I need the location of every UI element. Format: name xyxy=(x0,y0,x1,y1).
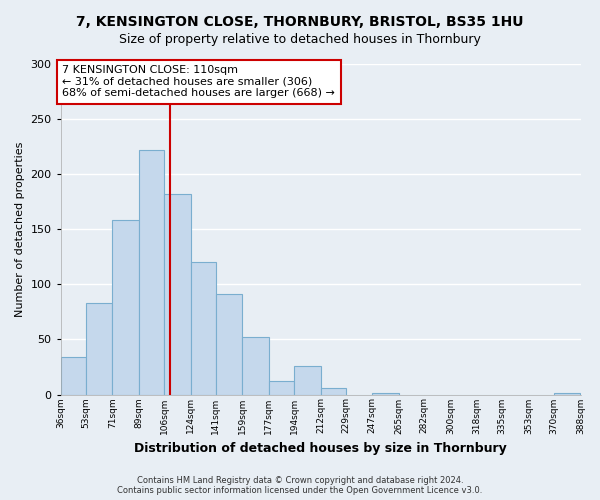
Text: 7 KENSINGTON CLOSE: 110sqm
← 31% of detached houses are smaller (306)
68% of sem: 7 KENSINGTON CLOSE: 110sqm ← 31% of deta… xyxy=(62,65,335,98)
Bar xyxy=(191,262,216,394)
Bar xyxy=(139,150,164,394)
Bar xyxy=(269,382,294,394)
Text: 7, KENSINGTON CLOSE, THORNBURY, BRISTOL, BS35 1HU: 7, KENSINGTON CLOSE, THORNBURY, BRISTOL,… xyxy=(76,15,524,29)
Bar xyxy=(294,366,320,394)
Bar xyxy=(86,303,112,394)
Bar xyxy=(242,337,269,394)
Text: Size of property relative to detached houses in Thornbury: Size of property relative to detached ho… xyxy=(119,32,481,46)
X-axis label: Distribution of detached houses by size in Thornbury: Distribution of detached houses by size … xyxy=(134,442,507,455)
Bar xyxy=(216,294,242,394)
Bar xyxy=(61,357,86,395)
Y-axis label: Number of detached properties: Number of detached properties xyxy=(15,142,25,317)
Bar xyxy=(164,194,191,394)
Text: Contains HM Land Registry data © Crown copyright and database right 2024.
Contai: Contains HM Land Registry data © Crown c… xyxy=(118,476,482,495)
Bar xyxy=(112,220,139,394)
Bar xyxy=(320,388,346,394)
